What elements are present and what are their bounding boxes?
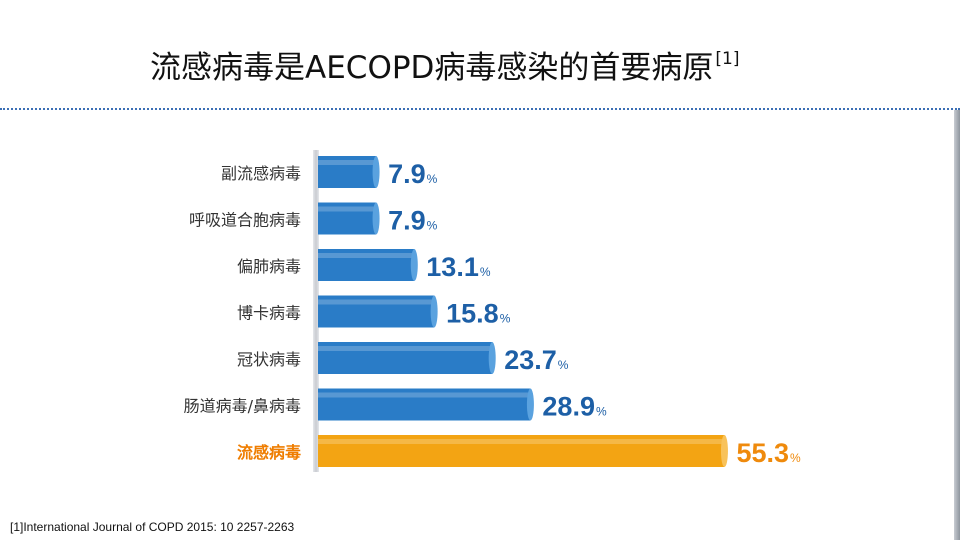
bar-end-cap xyxy=(430,295,438,328)
bar-highlight xyxy=(318,435,725,467)
bar-end-cap xyxy=(720,435,728,467)
unit-label: % xyxy=(427,219,438,233)
bar-shine xyxy=(318,160,377,165)
unit-label: % xyxy=(427,172,438,186)
title-text: 流感病毒是AECOPD病毒感染的首要病原 xyxy=(150,50,714,86)
bar-shine xyxy=(318,392,531,398)
category-label: 流感病毒 xyxy=(237,443,301,462)
unit-label: % xyxy=(500,312,511,326)
category-label: 副流感病毒 xyxy=(221,164,301,183)
unit-label: % xyxy=(596,405,607,419)
bar-shine xyxy=(318,346,493,351)
unit-label: % xyxy=(558,358,569,372)
right-edge-decoration xyxy=(954,110,960,540)
data-label: 28.9% xyxy=(542,392,607,422)
category-label: 偏肺病毒 xyxy=(237,257,301,276)
category-label: 呼吸道合胞病毒 xyxy=(189,211,301,230)
category-label: 博卡病毒 xyxy=(237,304,301,323)
bar xyxy=(318,342,493,374)
bars-group: 副流感病毒 7.9% 呼吸道合胞病毒 7.9% 偏肺病毒 13.1% 博卡病毒 15.8% 冠状… xyxy=(184,156,801,468)
bar-end-cap xyxy=(410,249,418,281)
bar-shine xyxy=(318,206,377,212)
category-label: 冠状病毒 xyxy=(237,350,301,369)
bar xyxy=(318,388,531,421)
bar-end-cap xyxy=(526,388,534,421)
bar xyxy=(318,295,435,328)
bar-end-cap xyxy=(488,342,496,374)
bar xyxy=(318,202,377,235)
title-reference: [1] xyxy=(715,49,740,69)
page-title: 流感病毒是AECOPD病毒感染的首要病原 [1] xyxy=(150,42,910,87)
data-label: 7.9% xyxy=(388,159,438,189)
bar xyxy=(318,249,415,281)
data-label: 13.1% xyxy=(426,252,491,282)
unit-label: % xyxy=(790,451,801,465)
bar xyxy=(318,156,377,188)
bar-end-cap xyxy=(372,202,380,235)
bar-shine xyxy=(318,439,725,444)
data-label: 23.7% xyxy=(504,345,569,375)
footnote-citation: [1]International Journal of COPD 2015: 1… xyxy=(10,520,295,534)
data-label: 7.9% xyxy=(388,206,438,236)
data-label: 55.3% xyxy=(736,438,801,468)
category-label: 肠道病毒/鼻病毒 xyxy=(184,397,301,416)
bar-end-cap xyxy=(372,156,380,188)
unit-label: % xyxy=(480,265,491,279)
bar-shine xyxy=(318,253,415,258)
data-label: 15.8% xyxy=(446,299,511,329)
title-divider xyxy=(0,108,960,110)
category-axis xyxy=(313,150,319,472)
bar-shine xyxy=(318,299,435,305)
